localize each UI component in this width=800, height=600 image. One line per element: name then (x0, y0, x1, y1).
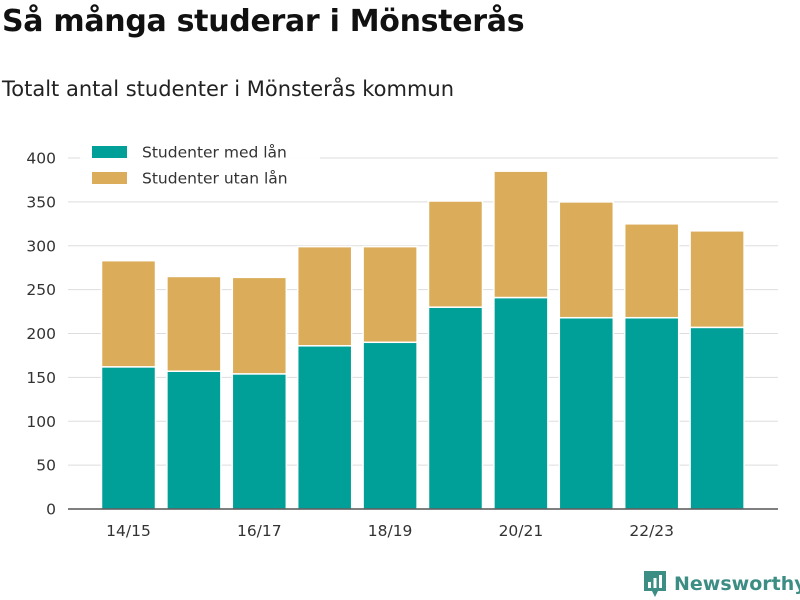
y-tick-label: 150 (26, 369, 56, 387)
bar-segment-utan-lan (558, 201, 615, 319)
bar-segment-med-lan (558, 316, 615, 510)
bars (100, 170, 745, 510)
bar-segment-utan-lan (623, 223, 680, 319)
bar-segment-med-lan (362, 341, 418, 510)
x-tick-label: 14/15 (106, 522, 151, 540)
y-tick-label: 250 (26, 281, 56, 299)
y-axis-tick-labels: 0 50 100 150 200 250 300 350 400 (26, 150, 56, 519)
bar-segment-utan-lan (362, 245, 418, 344)
legend-label: Studenter med lån (142, 144, 287, 162)
y-tick-label: 300 (26, 237, 56, 255)
x-tick-label: 18/19 (368, 522, 413, 540)
bar-segment-med-lan (100, 366, 157, 510)
y-tick-label: 50 (36, 457, 56, 475)
y-tick-label: 100 (26, 413, 56, 431)
bar-segment-med-lan (689, 326, 745, 510)
bar-segment-med-lan (296, 345, 353, 510)
bar-segment-med-lan (623, 316, 680, 510)
bar-segment-med-lan (493, 296, 549, 510)
newsworthy-brand-name: Newsworthy (674, 573, 800, 595)
bar-segment-utan-lan (493, 170, 549, 299)
bar-segment-med-lan (166, 370, 222, 510)
chart-subtitle: Totalt antal studenter i Mönsterås kommu… (2, 77, 455, 101)
x-tick-label: 22/23 (629, 522, 674, 540)
bar-segment-med-lan (427, 306, 484, 510)
newsworthy-logo-icon (644, 571, 666, 597)
y-tick-label: 0 (46, 501, 56, 519)
legend-swatch (92, 146, 127, 158)
y-tick-label: 350 (26, 193, 56, 211)
bar-segment-utan-lan (166, 275, 222, 372)
bar-segment-med-lan (231, 373, 288, 510)
x-tick-label: 16/17 (237, 522, 282, 540)
x-tick-label: 20/21 (499, 522, 544, 540)
newsworthy-brand[interactable]: Newsworthy (642, 568, 800, 600)
bar-segment-utan-lan (100, 259, 157, 368)
x-axis-tick-labels: 14/15 16/17 18/19 20/21 22/23 (106, 522, 674, 540)
y-tick-label: 200 (26, 325, 56, 343)
legend-swatch (92, 172, 127, 184)
bar-segment-utan-lan (427, 200, 484, 308)
chart-title: Så många studerar i Mönsterås (2, 4, 525, 39)
bar-segment-utan-lan (689, 230, 745, 329)
legend: Studenter med lån Studenter utan lån (80, 138, 320, 198)
legend-label: Studenter utan lån (142, 170, 288, 188)
y-tick-label: 400 (26, 150, 56, 168)
bar-segment-utan-lan (231, 276, 288, 375)
bar-segment-utan-lan (296, 245, 353, 347)
